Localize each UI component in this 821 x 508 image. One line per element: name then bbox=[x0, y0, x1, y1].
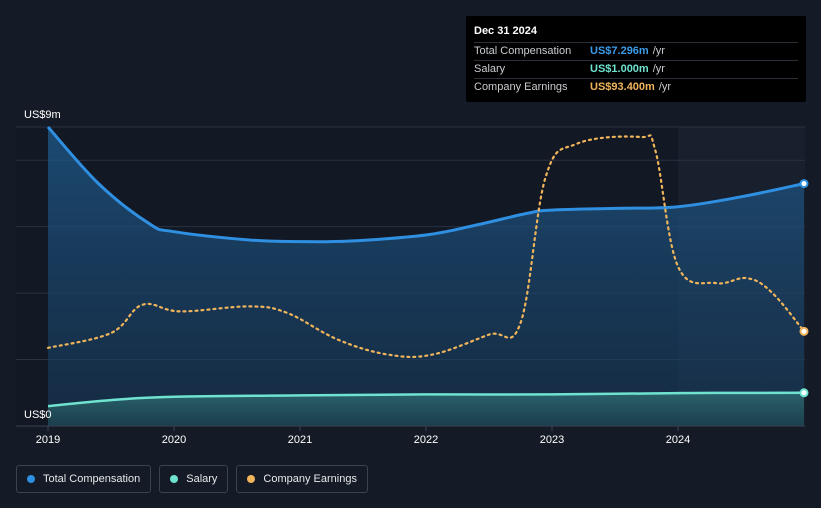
total-compensation-area bbox=[48, 127, 804, 426]
y-axis-bottom-label: US$0 bbox=[24, 409, 52, 421]
series-endpoints bbox=[799, 179, 809, 398]
total-compensation-endpoint bbox=[799, 179, 809, 189]
tooltip-row-total-compensation: Total Compensation US$7.296m /yr bbox=[474, 42, 798, 60]
tooltip-label: Salary bbox=[474, 63, 506, 75]
chart-legend: Total Compensation Salary Company Earnin… bbox=[16, 465, 368, 493]
salary-area bbox=[48, 392, 804, 426]
tooltip-value: US$93.400m bbox=[590, 81, 655, 93]
x-axis-ticks: 2019 2020 2021 2022 2023 2024 bbox=[36, 426, 690, 446]
x-tick-label: 2023 bbox=[540, 434, 564, 446]
tooltip-label: Total Compensation bbox=[474, 45, 572, 57]
tooltip-date: Dec 31 2024 bbox=[474, 25, 537, 37]
legend-item-company-earnings[interactable]: Company Earnings bbox=[236, 465, 368, 493]
tooltip-unit: /yr bbox=[652, 45, 665, 57]
x-tick-label: 2021 bbox=[288, 434, 312, 446]
x-tick-label: 2019 bbox=[36, 434, 60, 446]
company-earnings-endpoint bbox=[799, 326, 809, 336]
series-lines bbox=[46, 126, 806, 408]
legend-label: Salary bbox=[186, 473, 218, 485]
legend-item-salary[interactable]: Salary bbox=[159, 465, 229, 493]
legend-dot-icon bbox=[247, 475, 256, 483]
legend-label: Company Earnings bbox=[263, 473, 357, 485]
x-tick-label: 2024 bbox=[666, 434, 690, 446]
total-compensation-line bbox=[46, 126, 805, 244]
legend-dot-icon bbox=[170, 475, 179, 483]
tooltip-value: US$1.000m bbox=[590, 63, 649, 75]
x-tick-label: 2022 bbox=[414, 434, 438, 446]
tooltip-row-salary: Salary US$1.000m /yr bbox=[474, 60, 798, 78]
legend-label: Total Compensation bbox=[43, 473, 141, 485]
hover-tooltip: Dec 31 2024 Total Compensation US$7.296m… bbox=[466, 16, 806, 102]
legend-item-total-compensation[interactable]: Total Compensation bbox=[16, 465, 152, 493]
x-tick-label: 2020 bbox=[162, 434, 186, 446]
tooltip-label: Company Earnings bbox=[474, 81, 568, 93]
tooltip-unit: /yr bbox=[652, 63, 665, 75]
company-earnings-line bbox=[46, 134, 806, 359]
y-axis-top-label: US$9m bbox=[24, 109, 61, 121]
salary-line bbox=[47, 391, 805, 408]
tooltip-row-company-earnings: Company Earnings US$93.400m /yr bbox=[474, 78, 798, 96]
tooltip-unit: /yr bbox=[658, 81, 672, 93]
legend-dot-icon bbox=[27, 475, 35, 483]
tooltip-value: US$7.296m bbox=[590, 45, 649, 57]
salary-endpoint bbox=[799, 388, 809, 398]
